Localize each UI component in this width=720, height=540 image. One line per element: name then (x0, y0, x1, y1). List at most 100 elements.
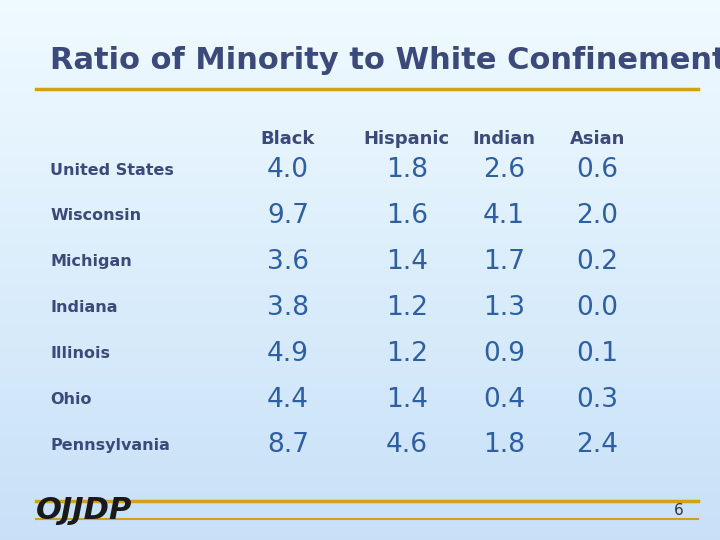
Bar (0, 167, 720, 170)
Bar (0, 43, 720, 46)
Bar (0, 262, 720, 265)
Bar (0, 238, 720, 240)
Bar (0, 73, 720, 76)
Bar (0, 116, 720, 119)
Bar (0, 219, 720, 221)
Text: OJJDP: OJJDP (36, 496, 132, 525)
Bar (0, 472, 720, 475)
Bar (0, 243, 720, 246)
Bar (0, 446, 720, 448)
Bar (0, 400, 720, 402)
Bar (0, 159, 720, 162)
Bar (0, 113, 720, 116)
Bar (0, 356, 720, 359)
Text: 2.4: 2.4 (577, 433, 618, 458)
Text: 0.1: 0.1 (577, 341, 618, 367)
Bar (0, 138, 720, 140)
Bar (0, 170, 720, 173)
Bar (0, 346, 720, 348)
Bar (0, 300, 720, 302)
Text: 4.4: 4.4 (267, 387, 309, 413)
Bar (0, 235, 720, 238)
Bar (0, 27, 720, 30)
Text: 3.6: 3.6 (267, 249, 309, 275)
Text: 1.2: 1.2 (386, 295, 428, 321)
Bar (0, 362, 720, 364)
Bar (0, 176, 720, 178)
Bar (0, 297, 720, 300)
Bar (0, 284, 720, 286)
Text: 1.3: 1.3 (483, 295, 525, 321)
Bar (0, 429, 720, 432)
Bar (0, 413, 720, 416)
Bar (0, 97, 720, 100)
Text: Indiana: Indiana (50, 300, 118, 315)
Bar (0, 54, 720, 57)
Bar (0, 270, 720, 273)
Bar (0, 49, 720, 51)
Bar (0, 122, 720, 124)
Bar (0, 132, 720, 135)
Bar (0, 278, 720, 281)
Bar (0, 405, 720, 408)
Text: 1.2: 1.2 (386, 341, 428, 367)
Bar (0, 275, 720, 278)
Bar (0, 273, 720, 275)
Bar (0, 281, 720, 284)
Bar (0, 19, 720, 22)
Bar (0, 475, 720, 478)
Bar (0, 402, 720, 405)
Bar (0, 456, 720, 459)
Bar (0, 165, 720, 167)
Text: 1.8: 1.8 (483, 433, 525, 458)
Bar (0, 500, 720, 502)
Bar (0, 367, 720, 370)
Bar (0, 151, 720, 154)
Bar (0, 8, 720, 11)
Bar (0, 3, 720, 5)
Bar (0, 148, 720, 151)
Bar (0, 508, 720, 510)
Bar (0, 181, 720, 184)
Bar (0, 227, 720, 229)
Bar (0, 135, 720, 138)
Bar (0, 211, 720, 213)
Bar (0, 94, 720, 97)
Bar (0, 302, 720, 305)
Text: 2.0: 2.0 (577, 203, 618, 229)
Bar (0, 143, 720, 146)
Bar (0, 100, 720, 103)
Bar (0, 294, 720, 297)
Bar (0, 516, 720, 518)
Bar (0, 127, 720, 130)
Bar (0, 332, 720, 335)
Bar (0, 240, 720, 243)
Bar (0, 373, 720, 375)
Bar (0, 194, 720, 197)
Bar (0, 467, 720, 470)
Bar (0, 205, 720, 208)
Bar (0, 81, 720, 84)
Bar (0, 308, 720, 310)
Bar (0, 505, 720, 508)
Bar (0, 381, 720, 383)
Bar (0, 418, 720, 421)
Bar (0, 232, 720, 235)
Bar (0, 46, 720, 49)
Bar (0, 11, 720, 14)
Bar (0, 289, 720, 292)
Bar (0, 378, 720, 381)
Bar (0, 292, 720, 294)
Bar (0, 464, 720, 467)
Bar (0, 454, 720, 456)
Text: 0.3: 0.3 (577, 387, 618, 413)
Text: 0.9: 0.9 (483, 341, 525, 367)
Bar (0, 5, 720, 8)
Bar (0, 483, 720, 486)
Text: 1.8: 1.8 (386, 157, 428, 183)
Text: 1.6: 1.6 (386, 203, 428, 229)
Bar (0, 40, 720, 43)
Text: 3.8: 3.8 (267, 295, 309, 321)
Bar (0, 230, 720, 232)
Bar (0, 383, 720, 386)
